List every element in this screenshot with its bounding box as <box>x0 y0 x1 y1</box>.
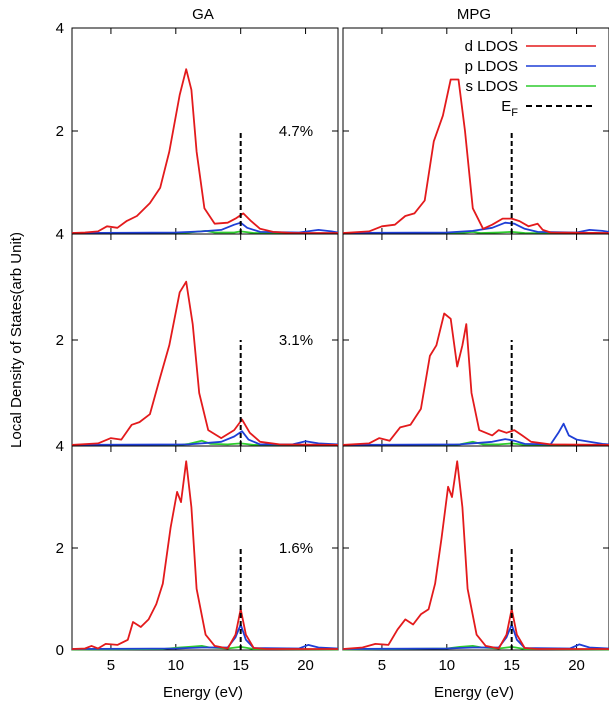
x-tick-label: 10 <box>438 657 455 674</box>
y-tick-label: 4 <box>56 226 64 243</box>
legend-label-ef-main: E <box>501 98 511 115</box>
p-ldos-line <box>342 422 609 446</box>
legend-label-p: p LDOS <box>465 58 518 75</box>
column-title-mpg: MPG <box>457 6 491 23</box>
y-tick-label: 4 <box>56 438 64 455</box>
panel-mpg-2: 5 10 15 20 <box>342 445 609 674</box>
strain-label: 4.7% <box>279 123 313 140</box>
column-title-ga: GA <box>192 6 214 23</box>
d-ldos-line <box>71 68 338 234</box>
y-tick-label: 2 <box>56 540 64 557</box>
panels-group: 4 2 4 4.7% 4 2 3.1% 5 10 15 20 0 2 1.6% 5 10 15 20 <box>56 20 609 674</box>
strain-label: 1.6% <box>279 540 313 557</box>
y-tick-label: 4 <box>56 20 64 37</box>
p-ldos-line <box>71 221 339 234</box>
legend-label-s: s LDOS <box>465 78 518 95</box>
p-ldos-line <box>342 221 609 234</box>
panel-frame <box>342 445 609 651</box>
panel-ga-1: 4 2 3.1% <box>56 233 339 455</box>
strain-label: 3.1% <box>279 332 313 349</box>
d-ldos-line <box>342 312 609 446</box>
p-ldos-line <box>342 623 609 650</box>
d-ldos-line <box>71 280 339 446</box>
x-tick-label: 5 <box>378 657 386 674</box>
x-tick-label: 20 <box>297 657 314 674</box>
x-tick-label: 15 <box>503 657 520 674</box>
d-ldos-line <box>342 78 609 234</box>
p-ldos-line <box>71 623 339 650</box>
legend-label-ef-sub: F <box>511 107 518 119</box>
x-tick-label: 5 <box>107 657 115 674</box>
y-tick-label: 2 <box>56 123 64 140</box>
x-tick-label: 20 <box>568 657 585 674</box>
x-axis-label-ga: Energy (eV) <box>163 684 243 701</box>
x-tick-label: 10 <box>167 657 184 674</box>
y-axis-label: Local Density of States(arb Unit) <box>8 232 25 448</box>
x-tick-label: 15 <box>232 657 249 674</box>
panel-mpg-1 <box>342 233 609 447</box>
legend-label-d: d LDOS <box>465 38 518 55</box>
panel-ga-2: 5 10 15 20 0 2 1.6% <box>56 445 339 674</box>
y-tick-label: 0 <box>56 642 64 659</box>
d-ldos-line <box>71 460 338 650</box>
d-ldos-line <box>342 460 609 650</box>
legend: d LDOS p LDOS s LDOS EF <box>465 38 596 119</box>
y-tick-label: 2 <box>56 332 64 349</box>
p-ldos-line <box>71 430 339 446</box>
legend-label-ef: EF <box>501 98 518 119</box>
panel-ga-0: 4 2 4 4.7% <box>56 20 339 243</box>
x-axis-label-mpg: Energy (eV) <box>434 684 514 701</box>
s-ldos-line <box>342 231 609 235</box>
